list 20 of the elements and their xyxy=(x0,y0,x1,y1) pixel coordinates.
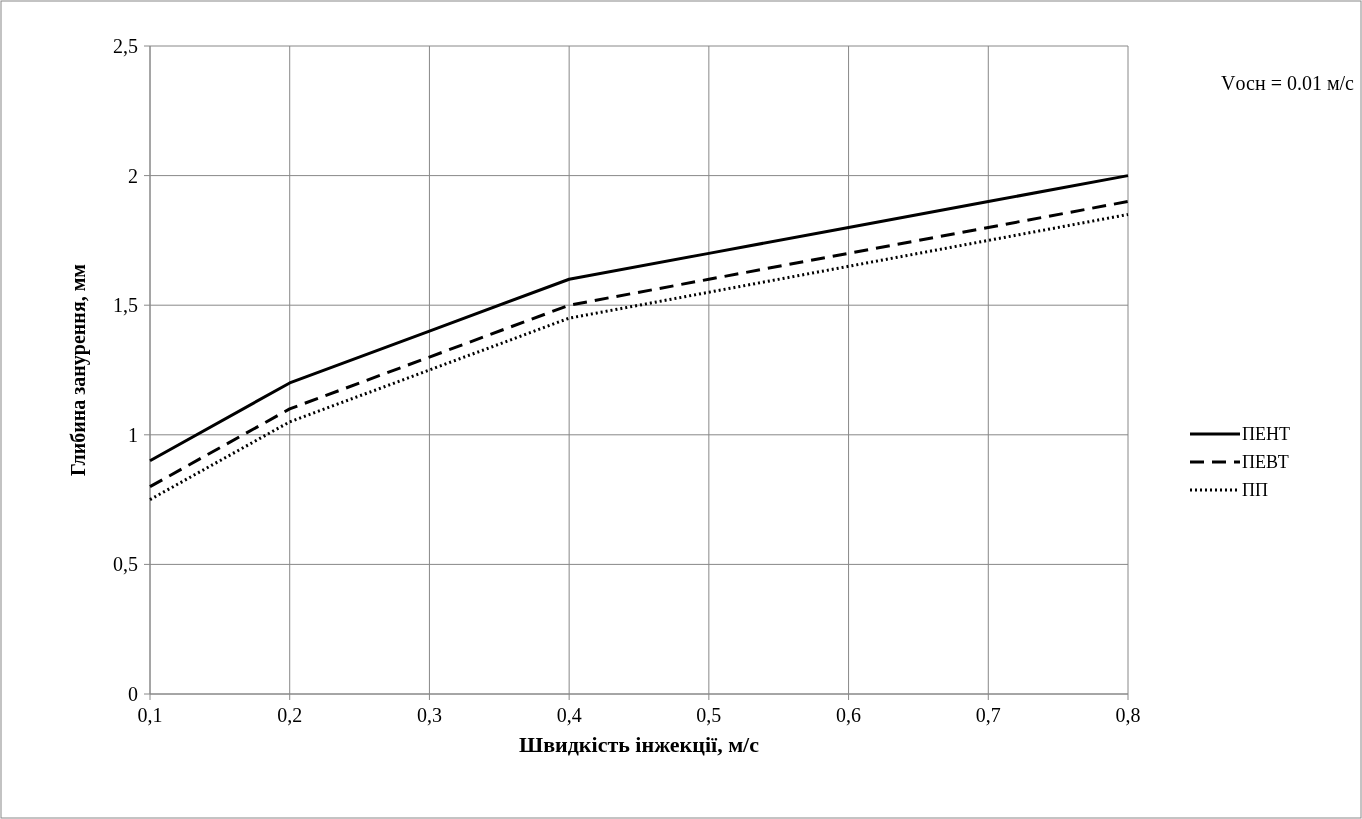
x-axis-title: Швидкість інжекції, м/с xyxy=(519,732,760,757)
x-tick-label: 0,4 xyxy=(556,704,582,726)
x-tick-label: 0,8 xyxy=(1115,704,1141,726)
y-tick-label: 1 xyxy=(128,423,138,446)
y-tick-label: 0,5 xyxy=(113,553,138,576)
y-tick-label: 2 xyxy=(128,164,138,187)
x-tick-label: 0,7 xyxy=(975,704,1001,726)
x-tick-label: 0,3 xyxy=(416,704,442,726)
legend-label: ПЕНТ xyxy=(1242,424,1290,444)
y-tick-label: 1,5 xyxy=(113,294,138,317)
x-tick-label: 0,2 xyxy=(277,704,303,726)
y-axis-title: Глибина занурення, мм xyxy=(67,264,90,476)
x-tick-label: 0,6 xyxy=(836,704,862,726)
text: Vосн = 0.01 м/с xyxy=(1221,72,1355,94)
y-tick-label: 0 xyxy=(128,683,138,705)
y-tick-label: 2,5 xyxy=(113,35,138,57)
x-tick-label: 0,5 xyxy=(696,704,722,726)
legend-label: ПЕВТ xyxy=(1242,452,1289,472)
legend-label: ПП xyxy=(1242,480,1268,500)
x-tick-label: 0,1 xyxy=(137,704,163,726)
